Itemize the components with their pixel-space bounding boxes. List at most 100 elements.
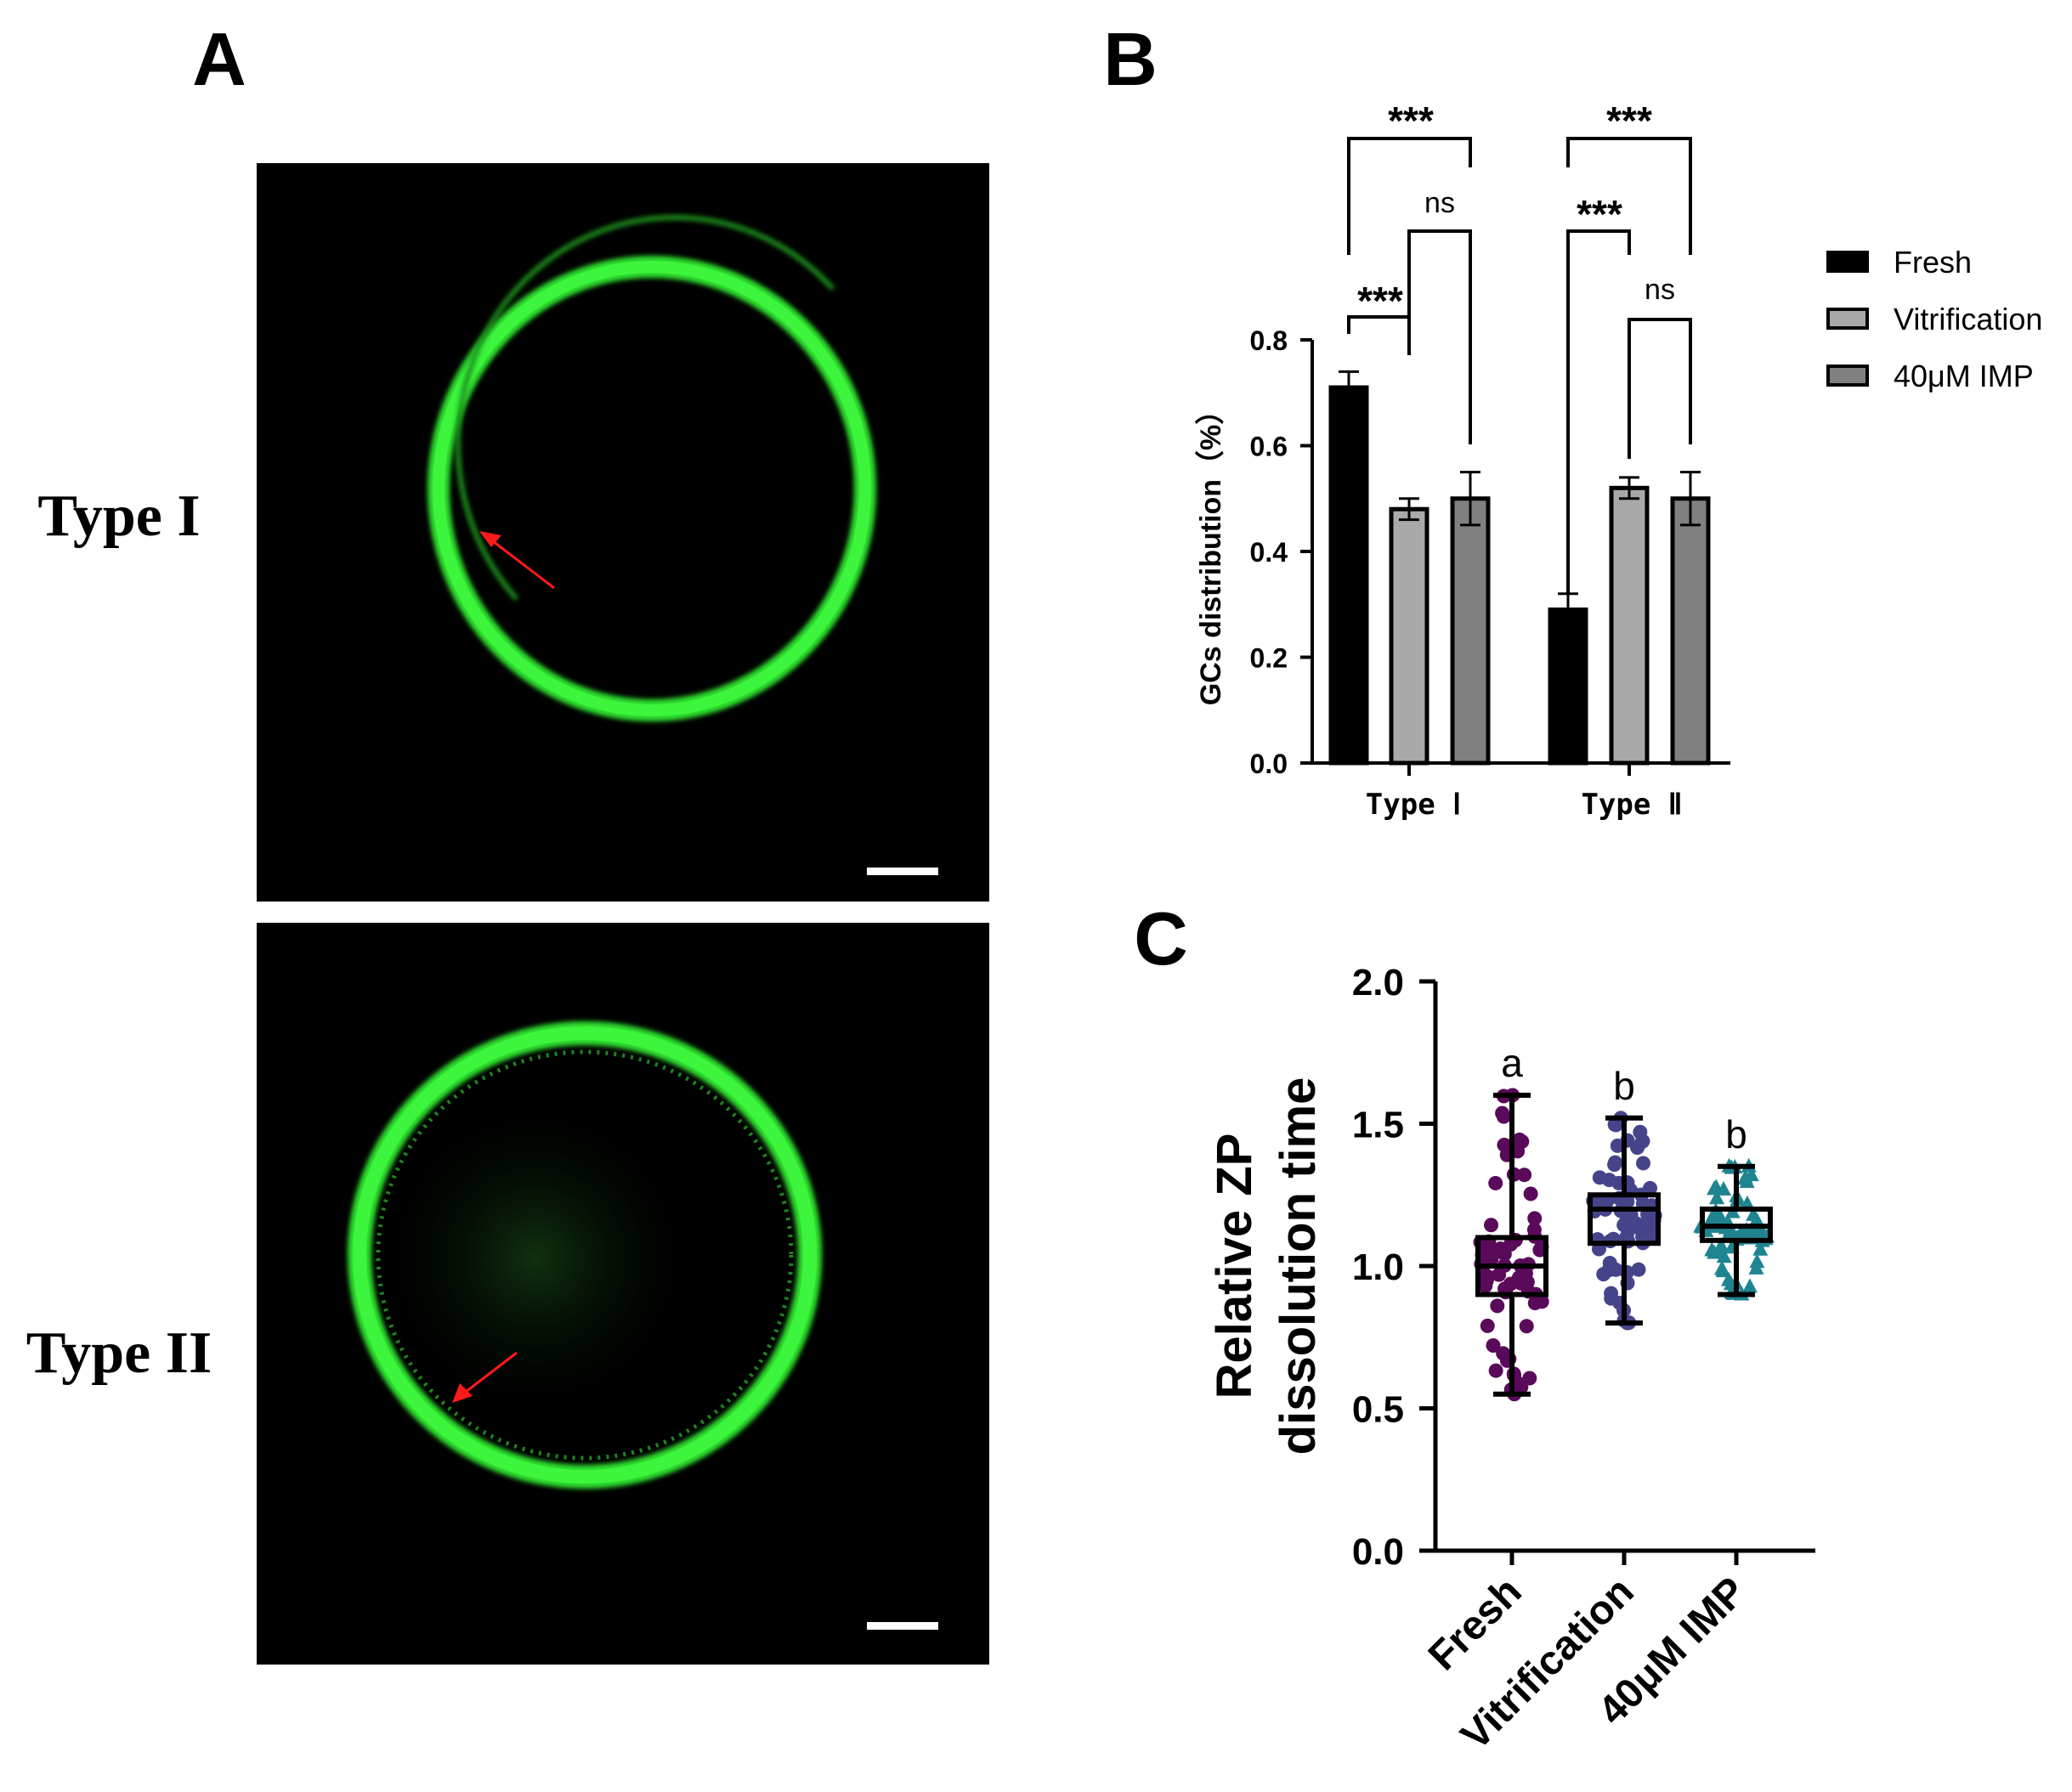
bar: [1670, 496, 1711, 766]
scale-bar: [867, 1622, 938, 1630]
bars: [1328, 385, 1711, 766]
legend-label: 40μM IMP: [1894, 359, 2034, 393]
legend-swatch: [1826, 365, 1869, 387]
panel-c: C 0.0 0.5 1.0 1.5 2.0 Relative ZP dissolutio…: [1134, 896, 1815, 1759]
bar: [1609, 485, 1650, 766]
x-category-labels: Fresh Vitrification 40μM IMP: [1420, 1569, 1755, 1759]
bracket-fresh-vs-imp-type-i: [1347, 137, 1472, 255]
data-point: [1592, 1170, 1607, 1185]
data-point: [1520, 1275, 1535, 1290]
legend: Fresh Vitrification 40μM IMP: [1826, 245, 2042, 393]
y-tick-label: 0.5: [1352, 1389, 1404, 1431]
legend-swatch: [1826, 308, 1869, 330]
cytoplasm-haze: [382, 1088, 722, 1427]
granule-band: [455, 214, 835, 602]
y-axis-title: GCs distribution（%）: [1194, 396, 1227, 706]
micrograph-type-ii: [257, 923, 989, 1665]
data-point: [1641, 1223, 1656, 1238]
significance-letter: b: [1613, 1064, 1635, 1108]
data-point: [1709, 1190, 1725, 1205]
data-point: [1484, 1218, 1499, 1233]
bracket-fresh-vs-vitrification-type-ii: [1566, 229, 1631, 593]
group-40-m-imp: b: [1693, 1112, 1775, 1301]
sig-label: ns: [1645, 274, 1675, 306]
data-point: [1488, 1363, 1503, 1378]
y-axis-title: Relative ZP dissolution time: [1207, 1077, 1326, 1456]
red-arrow-head: [479, 531, 501, 547]
bar: [1548, 607, 1588, 766]
data-point: [1749, 1253, 1765, 1269]
data-point: [1636, 1156, 1651, 1171]
bar: [1389, 506, 1429, 766]
data-point: [1488, 1175, 1503, 1190]
y-axis-title-line-1: Relative ZP: [1207, 1133, 1262, 1399]
significance-brackets: [1347, 137, 1692, 593]
data-point: [1497, 1246, 1512, 1262]
y-tick-label: 0.8: [1250, 325, 1288, 356]
legend-label: Vitrification: [1894, 302, 2042, 336]
sig-label: ***: [1388, 99, 1434, 143]
sig-label: ***: [1577, 192, 1622, 236]
data-point: [1492, 1267, 1507, 1282]
x-tick-marks: [1509, 1551, 1739, 1565]
data-point: [1732, 1226, 1748, 1241]
x-category-type-ii: Type Ⅱ: [1581, 788, 1682, 822]
panel-a: A Type I Type II: [26, 17, 989, 1665]
data-point: [1486, 1337, 1501, 1353]
legend-item-fresh: Fresh: [1826, 245, 1972, 280]
bracket-fresh-vs-imp-type-ii: [1566, 137, 1692, 255]
data-point: [1748, 1259, 1764, 1275]
cortical-granules: [376, 1049, 794, 1461]
row-label-type-i: Type I: [37, 483, 200, 549]
significance-letter: a: [1501, 1041, 1523, 1085]
panel-b-label: B: [1103, 17, 1158, 101]
significance-labels: *** ns *** *** ns ***: [1357, 99, 1675, 323]
sig-label: ns: [1424, 187, 1455, 219]
panel-c-label: C: [1134, 896, 1188, 981]
data-point: [1519, 1319, 1534, 1334]
x-tick-marks: [1407, 763, 1631, 776]
red-arrow-head: [452, 1383, 473, 1403]
data-point: [1707, 1180, 1723, 1196]
data-point: [1737, 1169, 1753, 1184]
data-point: [1517, 1167, 1532, 1183]
box: [1588, 1192, 1661, 1246]
data-point: [1635, 1133, 1650, 1149]
y-tick-label: 2.0: [1352, 962, 1404, 1003]
group-fresh: a: [1473, 1041, 1549, 1402]
data-point: [1713, 1237, 1729, 1252]
data-point: [1484, 1252, 1499, 1267]
y-tick-label: 0.2: [1250, 643, 1288, 674]
legend-swatch: [1826, 251, 1869, 273]
data-point: [1644, 1209, 1659, 1224]
data-point: [1716, 1181, 1732, 1196]
y-tick-label: 1.0: [1352, 1246, 1404, 1288]
x-category-type-i: Type Ⅰ: [1366, 788, 1461, 822]
group-vitrification: b: [1586, 1064, 1662, 1331]
panel-a-label: A: [192, 17, 246, 101]
y-tick-label: 0.4: [1250, 537, 1288, 568]
data-point: [1478, 1278, 1493, 1293]
y-tick-label: 0.6: [1250, 432, 1288, 462]
error-bars: [1339, 370, 1701, 627]
data-point: [1490, 1298, 1505, 1314]
data-point: [1628, 1218, 1644, 1233]
zona-ring-core: [433, 261, 871, 716]
data-point: [1715, 1263, 1731, 1278]
data-point: [1631, 1262, 1646, 1277]
data-point: [1608, 1117, 1623, 1133]
bracket-vitrification-vs-imp-type-ii: [1628, 318, 1692, 459]
data-point: [1607, 1157, 1622, 1173]
y-axis-title-line-2: dissolution time: [1271, 1077, 1326, 1456]
sig-label: ***: [1357, 279, 1403, 323]
row-label-type-ii: Type II: [26, 1320, 212, 1386]
y-axis-ticks: 0.0 0.2 0.4 0.6 0.8: [1250, 325, 1312, 779]
data-point: [1741, 1278, 1758, 1293]
red-arrow-shaft: [492, 540, 555, 590]
micrograph-type-i: [257, 163, 989, 902]
panel-b: B 0.0 0.2 0.4 0.6 0.8 GCs distribution（%） Ty…: [1103, 17, 2042, 822]
data-point: [1526, 1222, 1542, 1237]
bar: [1450, 496, 1491, 766]
legend-item-40um-imp: 40μM IMP: [1826, 359, 2034, 393]
